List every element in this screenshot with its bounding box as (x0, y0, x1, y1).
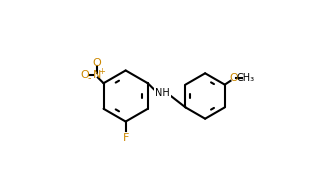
Text: O: O (93, 58, 101, 68)
Text: CH₃: CH₃ (236, 73, 255, 83)
Text: O: O (80, 70, 89, 80)
Text: O: O (229, 73, 238, 83)
Text: F: F (123, 133, 129, 143)
Text: +: + (98, 67, 105, 76)
Text: N: N (93, 70, 101, 80)
Text: -: - (88, 73, 91, 83)
Text: NH: NH (155, 88, 170, 98)
